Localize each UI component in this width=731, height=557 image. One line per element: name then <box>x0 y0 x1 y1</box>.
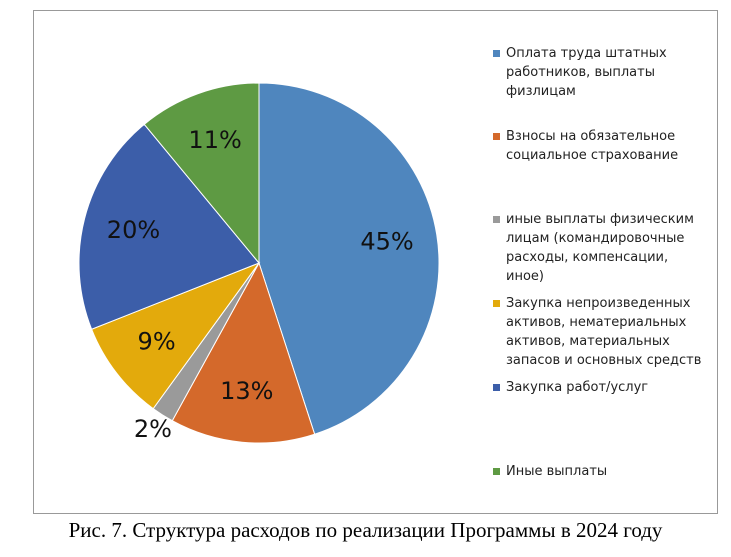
legend-item: Закупка непроизведенных активов, нематер… <box>493 294 708 370</box>
legend-item: Оплата труда штатных работников, выплаты… <box>493 44 708 101</box>
legend-label: Иные выплаты <box>506 464 608 479</box>
chart-title: Рис. 7. Структура расходов по реализации… <box>68 518 663 542</box>
chart-frame <box>33 10 718 514</box>
data-label: 20% <box>107 216 160 244</box>
pie-slice <box>78 123 260 330</box>
data-label: 13% <box>220 377 273 405</box>
legend-label: Взносы на обязательное социальное страхо… <box>506 129 679 163</box>
data-label: 2% <box>134 415 172 443</box>
pie-slice <box>258 82 440 435</box>
legend-item: Закупка работ/услуг <box>493 378 708 397</box>
legend-swatch <box>493 468 500 475</box>
legend-swatch <box>493 50 500 57</box>
pie-slice <box>90 261 261 410</box>
pie-slice <box>143 82 260 265</box>
legend-swatch <box>493 300 500 307</box>
legend-item: Взносы на обязательное социальное страхо… <box>493 127 708 165</box>
legend-item: иные выплаты физическим лицам (командиро… <box>493 210 708 286</box>
legend-swatch <box>493 133 500 140</box>
legend-item: Иные выплаты <box>493 462 708 481</box>
legend-label: Оплата труда штатных работников, выплаты… <box>506 46 667 99</box>
data-label: 11% <box>188 126 241 154</box>
data-label: 45% <box>360 228 413 256</box>
data-label: 9% <box>138 327 176 355</box>
legend-swatch <box>493 384 500 391</box>
legend-label: Закупка непроизведенных активов, нематер… <box>506 296 702 368</box>
legend-label: иные выплаты физическим лицам (командиро… <box>506 212 694 284</box>
legend-swatch <box>493 216 500 223</box>
legend-label: Закупка работ/услуг <box>506 380 649 395</box>
pie-slice <box>171 261 316 444</box>
